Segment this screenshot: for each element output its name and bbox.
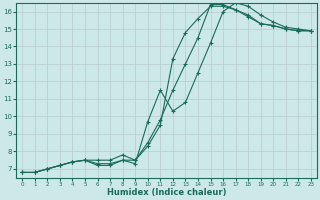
X-axis label: Humidex (Indice chaleur): Humidex (Indice chaleur) bbox=[107, 188, 226, 197]
